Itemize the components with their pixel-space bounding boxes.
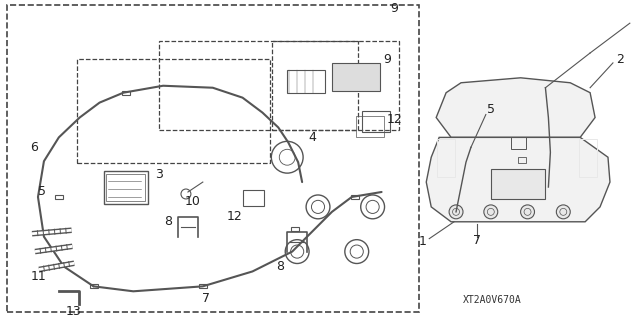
Text: 11: 11	[31, 270, 47, 283]
Circle shape	[556, 205, 570, 219]
Text: 2: 2	[616, 53, 624, 66]
Text: 10: 10	[185, 196, 201, 208]
Text: 5: 5	[38, 185, 46, 198]
Bar	[55, 195, 63, 199]
Text: 12: 12	[387, 113, 403, 126]
Circle shape	[520, 205, 534, 219]
Bar	[7, 5, 419, 312]
Text: 8: 8	[276, 260, 284, 273]
Bar	[90, 284, 97, 288]
Circle shape	[449, 205, 463, 219]
Bar	[291, 227, 299, 231]
Bar	[518, 157, 525, 163]
Bar	[362, 111, 390, 132]
Text: 7: 7	[202, 292, 210, 305]
Bar	[579, 139, 597, 177]
Bar	[77, 59, 270, 163]
Bar	[159, 41, 358, 130]
Text: 4: 4	[308, 131, 316, 144]
Text: 9: 9	[383, 53, 392, 66]
Bar	[104, 171, 148, 204]
Bar	[106, 174, 145, 201]
Bar	[491, 169, 545, 199]
Circle shape	[484, 205, 498, 219]
Text: 5: 5	[487, 103, 495, 116]
Bar	[243, 190, 264, 206]
Text: 1: 1	[419, 235, 426, 248]
Text: 9: 9	[390, 2, 399, 15]
Bar	[351, 195, 359, 199]
Bar	[287, 70, 325, 93]
Bar	[199, 284, 207, 288]
Bar	[273, 41, 399, 130]
Bar	[332, 63, 380, 91]
Text: 3: 3	[155, 167, 163, 181]
Text: XT2A0V670A: XT2A0V670A	[463, 295, 521, 305]
Text: 7: 7	[473, 234, 481, 247]
Bar	[356, 115, 383, 137]
Text: 13: 13	[66, 305, 82, 318]
Bar	[437, 139, 455, 177]
Text: 8: 8	[164, 215, 172, 228]
Polygon shape	[426, 137, 610, 222]
Polygon shape	[436, 78, 595, 137]
Text: 12: 12	[227, 210, 243, 223]
Text: 6: 6	[30, 141, 38, 154]
Bar	[122, 91, 131, 95]
Bar	[511, 137, 525, 149]
